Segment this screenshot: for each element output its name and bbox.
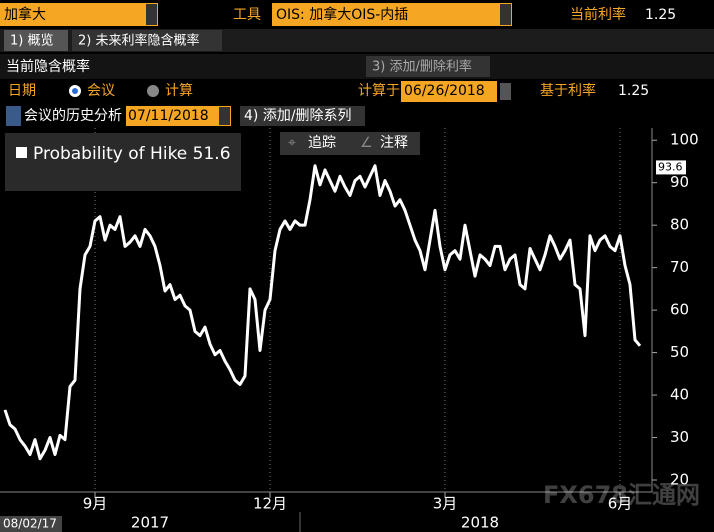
y-tick-label: 90 xyxy=(670,173,689,191)
x-tick-label: 3月 xyxy=(433,495,458,513)
calendar-icon[interactable] xyxy=(500,83,511,100)
history-label: 会议的历史分析 xyxy=(24,108,122,124)
tab-label: 1) 概览 xyxy=(10,33,53,49)
base-rate: 1.25 xyxy=(618,83,649,99)
start-date: 08/02/17 xyxy=(3,517,57,531)
tab-label: 2) 未来利率隐含概率 xyxy=(78,33,199,49)
y-tick-label: 70 xyxy=(670,258,689,276)
tab[interactable] xyxy=(72,30,222,51)
y-tick-label: 30 xyxy=(670,428,689,446)
annotate-icon: ∠ xyxy=(360,135,373,151)
y-tick-label: 60 xyxy=(670,301,689,319)
legend xyxy=(5,133,241,191)
track[interactable]: 追踪 xyxy=(308,135,336,151)
watermark: FX678汇通网 xyxy=(543,481,700,509)
region-dropdown[interactable] xyxy=(0,3,158,26)
toolbar xyxy=(280,132,420,155)
section-title: 当前隐含概率 xyxy=(6,58,90,75)
button-label: 3) 添加/删除利率 xyxy=(372,59,472,75)
year-label: 2018 xyxy=(461,514,499,532)
year-label: 2017 xyxy=(131,514,169,532)
x-tick-label: 6月 xyxy=(608,495,633,513)
current-rate: 1.25 xyxy=(645,7,676,23)
y-tick-label: 100 xyxy=(670,131,699,149)
date-input[interactable] xyxy=(401,81,497,102)
dropdown-arrow xyxy=(500,4,511,25)
start-date-box xyxy=(0,516,62,532)
annotate[interactable]: 注释 xyxy=(380,135,408,151)
dropdown-arrow xyxy=(146,4,157,25)
radio-dot xyxy=(72,88,78,94)
meeting-date: 07/11/2018 xyxy=(128,108,209,124)
marker-tag xyxy=(656,160,686,175)
date-label: 日期 xyxy=(8,83,36,99)
expand-icon[interactable] xyxy=(6,106,21,126)
y-tick-label: 50 xyxy=(670,343,689,361)
current-rate-label: 当前利率 xyxy=(570,6,626,23)
y-tick-label: 80 xyxy=(670,216,689,234)
series-line xyxy=(3,164,642,461)
track-icon: ⌖ xyxy=(288,135,296,151)
date-dropdown[interactable] xyxy=(126,106,231,126)
x-tick-label: 9月 xyxy=(83,495,108,513)
section-bar xyxy=(0,54,714,79)
button[interactable] xyxy=(240,106,365,126)
legend-label: Probability of Hike 51.6 xyxy=(33,144,231,164)
marker-label: 93.6 xyxy=(658,160,683,173)
region: 加拿大 xyxy=(4,6,46,23)
y-tick-label: 20 xyxy=(670,471,689,489)
dropdown-arrow xyxy=(219,107,230,125)
button-label: 4) 添加/删除系列 xyxy=(244,108,352,124)
tab[interactable] xyxy=(4,30,68,51)
radio[interactable] xyxy=(147,85,159,97)
button[interactable] xyxy=(366,56,490,77)
tool: OIS: 加拿大OIS-内插 xyxy=(276,6,408,23)
legend-name: Probability of Hike xyxy=(33,144,187,164)
legend-swatch xyxy=(16,147,27,158)
calc-on-label: 计算于 xyxy=(358,83,400,99)
base-rate-label: 基于利率 xyxy=(540,82,596,99)
tool-dropdown[interactable] xyxy=(272,3,512,26)
tool-label: 工具 xyxy=(233,7,261,23)
option-calc: 计算 xyxy=(165,83,193,99)
x-tick-label: 12月 xyxy=(253,495,287,513)
option-meeting: 会议 xyxy=(87,83,115,99)
calc-date: 06/26/2018 xyxy=(404,83,485,99)
legend-value: 51.6 xyxy=(193,144,231,164)
y-tick-label: 40 xyxy=(670,386,689,404)
